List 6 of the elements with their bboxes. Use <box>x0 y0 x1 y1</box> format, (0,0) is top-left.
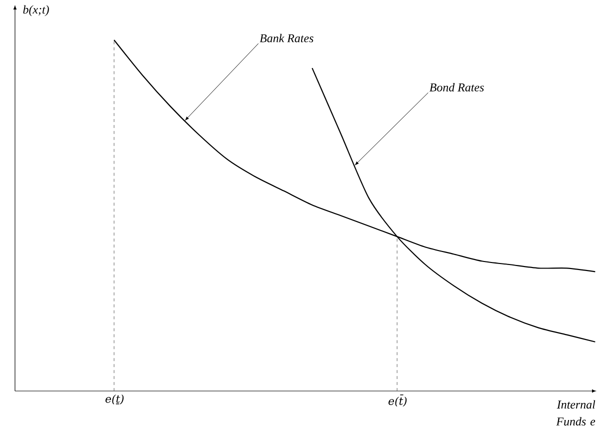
annotation: Bond Rates <box>430 83 484 92</box>
x-tick-label: e(t̄) <box>388 394 407 407</box>
annotation: Bank Rates <box>260 34 314 42</box>
x-axis-title: Internal Funds e <box>556 400 596 426</box>
x-tick-label: e(ṯ) <box>106 394 124 404</box>
y-axis-title: b(x;t) <box>23 5 49 16</box>
